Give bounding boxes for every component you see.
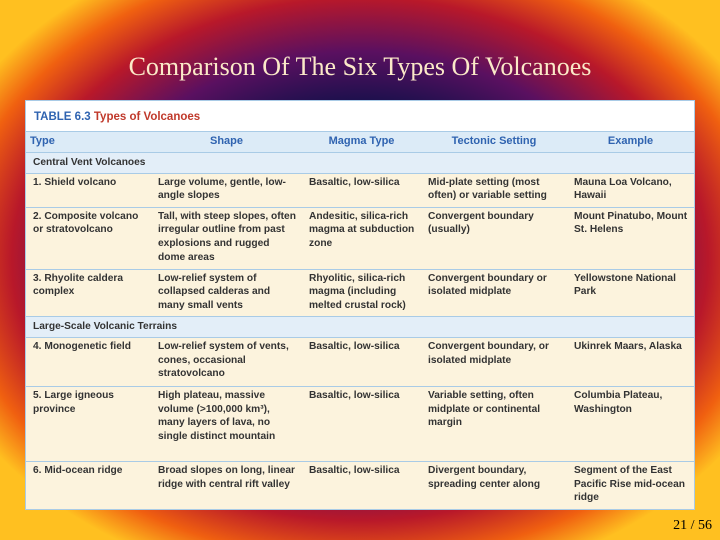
table-cell: 2. Composite volcano or stratovolcano xyxy=(26,206,151,270)
column-header: Type xyxy=(26,131,151,153)
column-header: Magma Type xyxy=(302,131,421,153)
table-cell: Convergent boundary (usually) xyxy=(421,206,567,270)
section-row: Central Vent Volcanoes xyxy=(26,151,694,174)
table-cell: 6. Mid-ocean ridge xyxy=(26,460,151,510)
table-cell: Tall, with steep slopes, often irregular… xyxy=(151,206,302,270)
table-cell: Columbia Plateau, Washington xyxy=(567,385,694,462)
column-header: Shape xyxy=(151,131,302,153)
table-cell: Basaltic, low-silica xyxy=(302,460,421,510)
section-title: Central Vent Volcanoes xyxy=(26,151,694,174)
table-row: 1. Shield volcano Large volume, gentle, l… xyxy=(26,172,694,208)
table-cell: Mauna Loa Volcano, Hawaii xyxy=(567,172,694,208)
table-cell: 5. Large igneous province xyxy=(26,385,151,462)
table-cell: Broad slopes on long, linear ridge with … xyxy=(151,460,302,510)
table-cell: Variable setting, often midplate or cont… xyxy=(421,385,567,462)
header-row: Type Shape Magma Type Tectonic Setting Examp… xyxy=(26,131,694,153)
table-cell: Ukinrek Maars, Alaska xyxy=(567,336,694,387)
table-row: 5. Large igneous province High plateau, m… xyxy=(26,385,694,462)
table-cell: Low-relief system of collapsed calderas … xyxy=(151,268,302,317)
table-cell: High plateau, massive volume (>100,000 k… xyxy=(151,385,302,462)
column-header: Tectonic Setting xyxy=(421,131,567,153)
table-row: 3. Rhyolite caldera complex Low-relief sy… xyxy=(26,268,694,317)
column-header: Example xyxy=(567,131,694,153)
table-row: 4. Monogenetic field Low-relief system of… xyxy=(26,336,694,387)
table-cell: 4. Monogenetic field xyxy=(26,336,151,387)
table-cell: Basaltic, low-silica xyxy=(302,172,421,208)
page-number: 21 / 56 xyxy=(673,518,712,533)
section-title: Large-Scale Volcanic Terrains xyxy=(26,315,694,338)
table-cell: Mid-plate setting (most often) or variab… xyxy=(421,172,567,208)
table-cell: Convergent boundary, or isolated midplat… xyxy=(421,336,567,387)
table-cell: Basaltic, low-silica xyxy=(302,385,421,462)
table-cell: Low-relief system of vents, cones, occas… xyxy=(151,336,302,387)
volcano-table: Type Shape Magma Type Tectonic Setting Examp… xyxy=(26,131,694,510)
table-cell: Large volume, gentle, low-angle slopes xyxy=(151,172,302,208)
caption-label: TABLE 6.3 xyxy=(34,111,91,123)
table-row: 2. Composite volcano or stratovolcano Tal… xyxy=(26,206,694,270)
table-cell: Mount Pinatubo, Mount St. Helens xyxy=(567,206,694,270)
table-cell: 1. Shield volcano xyxy=(26,172,151,208)
table-cell: Andesitic, silica-rich magma at subducti… xyxy=(302,206,421,270)
table-cell: 3. Rhyolite caldera complex xyxy=(26,268,151,317)
slide-title: Comparison Of The Six Types Of Volcanoes xyxy=(128,52,592,81)
table-cell: Yellowstone National Park xyxy=(567,268,694,317)
table-cell: Rhyolitic, silica-rich magma (including … xyxy=(302,268,421,317)
table-cell: Basaltic, low-silica xyxy=(302,336,421,387)
table-cell: Divergent boundary, spreading center alo… xyxy=(421,460,567,510)
section-row: Large-Scale Volcanic Terrains xyxy=(26,315,694,338)
table-row: 6. Mid-ocean ridge Broad slopes on long, … xyxy=(26,460,694,510)
table-caption: TABLE 6.3 Types of Volcanoes xyxy=(26,101,694,131)
table-cell: Segment of the East Pacific Rise mid-oce… xyxy=(567,460,694,510)
caption-title: Types of Volcanoes xyxy=(93,111,201,123)
table-panel: TABLE 6.3 Types of Volcanoes Type Shape Ma… xyxy=(25,100,695,510)
table-cell: Convergent boundary or isolated midplate xyxy=(421,268,567,317)
